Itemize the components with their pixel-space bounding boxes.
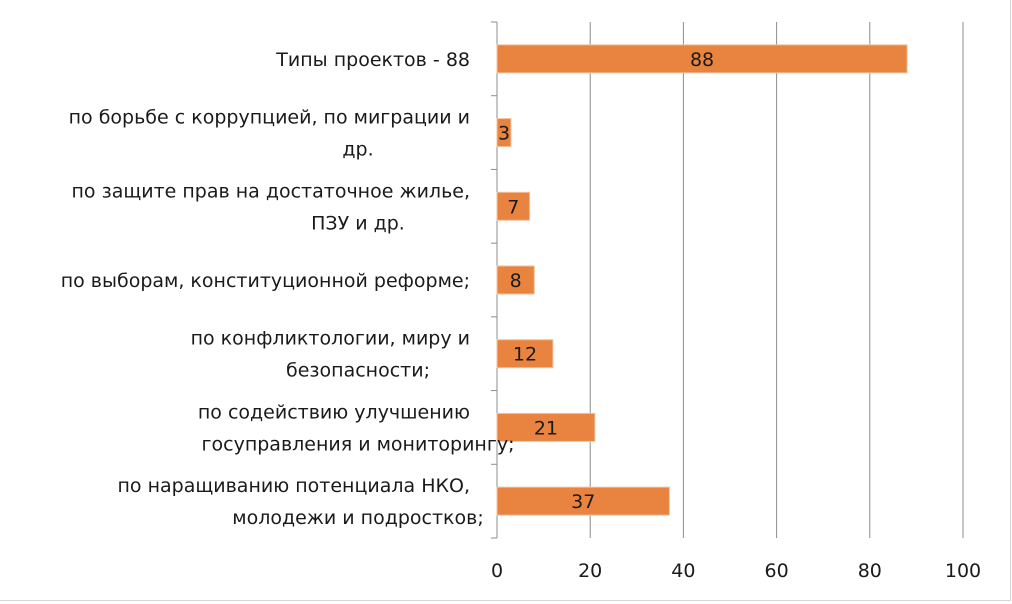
- category-label: Типы проектов - 88: [275, 49, 470, 71]
- data-label: 88: [690, 49, 714, 71]
- category-label: ПЗУ и др.: [311, 212, 405, 234]
- bar: [496, 191, 531, 221]
- bar: [496, 486, 670, 516]
- bar: [496, 265, 535, 295]
- x-tick-label: 100: [945, 560, 981, 582]
- category-label: безопасности;: [286, 360, 430, 382]
- category-label: по защите прав на достаточное жилье,: [72, 180, 471, 202]
- x-tick-label: 80: [858, 560, 882, 582]
- data-label: 37: [571, 491, 595, 513]
- x-tick-label: 20: [578, 560, 602, 582]
- category-label: по конфликтологии, миру и: [191, 328, 470, 350]
- bar: [496, 412, 596, 442]
- data-label: 21: [534, 417, 558, 439]
- data-label: 3: [498, 123, 510, 145]
- data-label: 7: [507, 196, 519, 218]
- bar: [496, 118, 512, 148]
- x-tick-label: 40: [671, 560, 695, 582]
- data-label: 8: [510, 270, 522, 292]
- category-label: по наращиванию потенциала НКО,: [118, 475, 471, 497]
- bar: [496, 44, 908, 74]
- category-label: др.: [342, 139, 373, 161]
- category-label: по выборам, конституционной реформе;: [61, 270, 470, 292]
- category-label: по борьбе с коррупцией, по миграции и: [69, 107, 470, 129]
- category-labels: Типы проектов - 88 по борьбе с коррупцией…: [61, 49, 515, 529]
- x-tick-labels: 0 20 40 60 80 100: [491, 560, 981, 582]
- gridlines: [589, 22, 964, 538]
- category-label: госуправления и мониторингу;: [202, 433, 515, 455]
- x-tick-label: 60: [765, 560, 789, 582]
- category-label: по содействию улучшению: [198, 401, 470, 423]
- category-axis: [491, 21, 498, 539]
- x-tick-label: 0: [491, 560, 503, 582]
- category-label: молодежи и подростков;: [232, 507, 484, 529]
- data-label: 12: [513, 344, 537, 366]
- bar: [496, 339, 554, 369]
